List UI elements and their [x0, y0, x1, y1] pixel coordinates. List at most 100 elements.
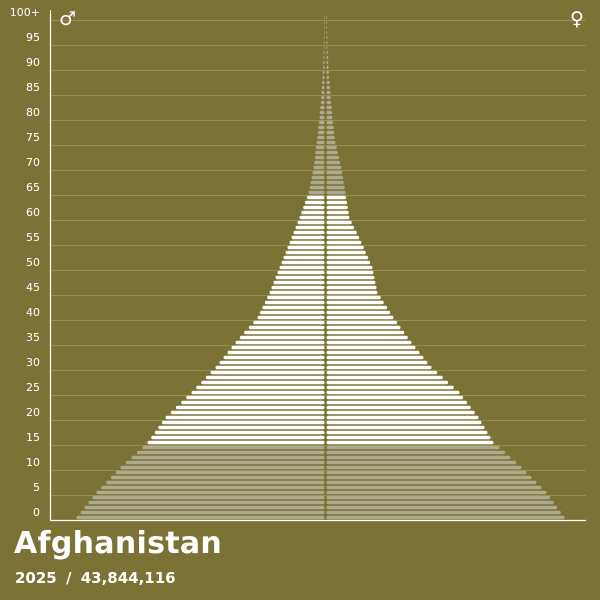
- male-bar-age-53: [285, 250, 325, 255]
- female-bar-age-89: [326, 70, 329, 75]
- female-bar-age-24: [326, 395, 464, 400]
- male-bar-age-26: [196, 385, 325, 390]
- male-bar-age-37: [244, 330, 325, 335]
- female-bar-age-51: [326, 260, 371, 265]
- male-bar-age-78: [318, 125, 325, 130]
- female-bar-age-76: [326, 135, 335, 140]
- male-bar-age-71: [314, 160, 325, 165]
- male-bar-age-28: [205, 375, 325, 380]
- female-bar-age-39: [326, 320, 398, 325]
- y-tick-label: 60: [26, 206, 40, 219]
- female-bar-age-18: [326, 425, 485, 430]
- separator: /: [65, 569, 72, 587]
- male-bar-age-38: [248, 325, 325, 330]
- male-bar-age-62: [303, 205, 325, 210]
- male-bar-age-24: [186, 395, 325, 400]
- female-bar-age-22: [326, 405, 471, 410]
- male-bar-age-56: [291, 235, 325, 240]
- female-bar-age-97: [326, 30, 328, 35]
- female-bar-age-85: [326, 90, 331, 95]
- female-bar-age-42: [326, 305, 388, 310]
- male-bar-age-87: [322, 80, 325, 85]
- female-bar-age-43: [326, 300, 384, 305]
- male-bar-age-83: [320, 100, 325, 105]
- female-bar-age-93: [326, 50, 328, 55]
- female-bar-age-38: [326, 325, 401, 330]
- y-tick-label: 40: [26, 306, 40, 319]
- female-symbol: ♀: [570, 8, 584, 30]
- female-bar-age-0: [326, 515, 565, 520]
- male-bar-age-55: [289, 240, 325, 245]
- male-bar-age-27: [201, 380, 325, 385]
- y-tick-label: 75: [26, 131, 40, 144]
- female-bar-age-55: [326, 240, 362, 245]
- female-bar-age-17: [326, 430, 488, 435]
- y-tick-label: 30: [26, 356, 40, 369]
- male-bar-age-34: [231, 345, 325, 350]
- female-bar-age-7: [326, 480, 537, 485]
- year: 2025: [15, 569, 57, 587]
- male-bar-age-81: [319, 110, 325, 115]
- male-bar-age-17: [154, 430, 325, 435]
- male-bar-age-73: [315, 150, 325, 155]
- female-bar-age-99: [326, 20, 328, 25]
- female-bar-age-96: [326, 35, 328, 40]
- female-bar-age-19: [326, 420, 482, 425]
- male-bar-age-100: [324, 15, 325, 20]
- y-tick-label: 0: [33, 506, 40, 519]
- male-bar-age-75: [316, 140, 325, 145]
- female-bar-age-1: [326, 510, 561, 515]
- male-bar-age-82: [320, 105, 325, 110]
- male-bar-age-67: [310, 180, 325, 185]
- male-bar-age-90: [323, 65, 325, 70]
- female-bar-age-95: [326, 40, 328, 45]
- male-bar-age-50: [279, 265, 325, 270]
- female-bar-age-28: [326, 375, 443, 380]
- male-bar-age-4: [92, 495, 325, 500]
- male-bar-age-42: [262, 305, 325, 310]
- bars: [76, 15, 565, 520]
- male-bar-age-96: [323, 35, 325, 40]
- male-bar-age-60: [299, 215, 325, 220]
- male-bar-age-47: [273, 280, 325, 285]
- y-tick-label: 50: [26, 256, 40, 269]
- male-bar-age-15: [147, 440, 325, 445]
- male-bar-age-32: [223, 355, 325, 360]
- female-bar-age-57: [326, 230, 357, 235]
- male-bar-age-85: [321, 90, 325, 95]
- female-bar-age-30: [326, 365, 432, 370]
- male-bar-age-65: [308, 190, 325, 195]
- female-bar-age-52: [326, 255, 369, 260]
- male-bar-age-86: [321, 85, 325, 90]
- male-bar-age-91: [323, 60, 325, 65]
- male-bar-age-45: [269, 290, 325, 295]
- female-bar-age-81: [326, 110, 333, 115]
- female-bar-age-86: [326, 85, 331, 90]
- male-bar-age-72: [314, 155, 325, 160]
- female-bar-age-91: [326, 60, 329, 65]
- y-tick-label: 95: [26, 31, 40, 44]
- male-bar-age-33: [227, 350, 325, 355]
- female-bar-age-25: [326, 390, 460, 395]
- y-tick-label: 10: [26, 456, 40, 469]
- male-bar-age-6: [101, 485, 325, 490]
- male-bar-age-18: [158, 425, 325, 430]
- y-tick-label: 80: [26, 106, 40, 119]
- male-bar-age-77: [317, 130, 325, 135]
- female-bar-age-41: [326, 310, 391, 315]
- female-bar-age-11: [326, 460, 517, 465]
- female-bar-age-73: [326, 150, 338, 155]
- male-bar-age-48: [275, 275, 325, 280]
- female-bar-age-98: [326, 25, 328, 30]
- y-axis-ticks: 0 5 10 15 20 25 30 35 40 45 50 55 60 65 70 75 80 85 90 95 10…: [10, 6, 40, 519]
- female-bar-age-27: [326, 380, 449, 385]
- female-bar-age-94: [326, 45, 328, 50]
- female-bar-age-35: [326, 340, 412, 345]
- female-bar-age-46: [326, 285, 377, 290]
- female-bar-age-34: [326, 345, 416, 350]
- female-bar-age-45: [326, 290, 378, 295]
- male-bar-age-40: [257, 315, 325, 320]
- male-bar-age-52: [283, 255, 325, 260]
- male-bar-age-99: [324, 20, 325, 25]
- female-bar-age-77: [326, 130, 335, 135]
